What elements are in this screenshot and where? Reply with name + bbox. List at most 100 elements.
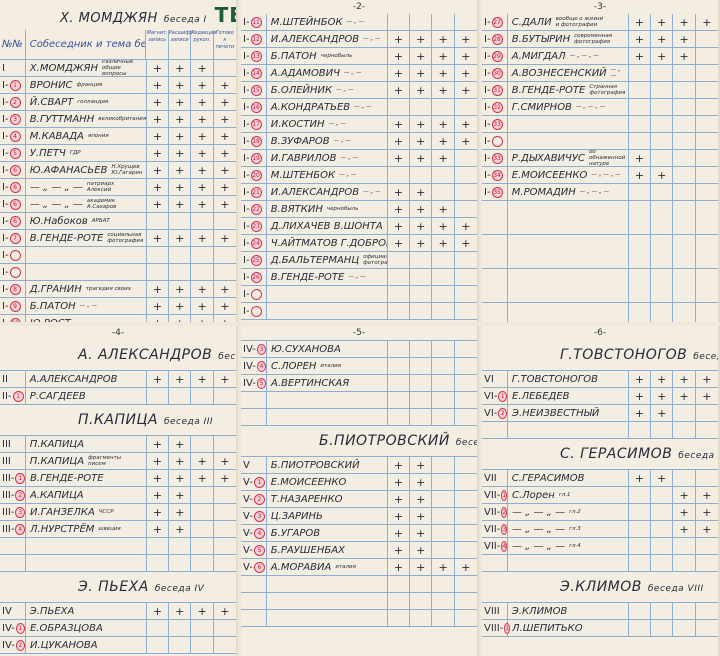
interviewee-cell: Л.НУРСТРЁМ швеция (26, 521, 147, 537)
interviewee-cell: У.ПЕТЧ ГДР (26, 145, 147, 161)
status-mark (651, 235, 674, 268)
status-mark (410, 576, 433, 592)
number-circle-icon: 3 (15, 506, 25, 518)
header-col: Расшифр. записи (169, 30, 194, 59)
status-mark: + (191, 111, 214, 127)
code-label: II (2, 373, 8, 385)
interviewee-cell: Ю.АФАНАСЬЕВ Н.Хрущев Ю.Гагарин (26, 162, 147, 178)
status-mark (410, 99, 433, 115)
code-label: I- (243, 67, 250, 79)
number-circle-icon: 33 (491, 152, 503, 164)
code-label: I- (2, 300, 9, 312)
number-circle-icon: 23 (250, 220, 262, 232)
status-mark: + (147, 453, 170, 469)
section-heading: Э.КЛИМОВ беседа VIII (482, 572, 718, 602)
topic-note: академик А.Сахаров (86, 198, 117, 210)
status-mark (673, 422, 696, 438)
table-row: IV Э.ПЬЕХА + + + + (0, 603, 236, 620)
table-row: I- 31 В.ГЕНДЕ-РОТЕ Странная фотография (482, 82, 718, 99)
interviewee-name: Х.МОМДЖЯН (29, 62, 99, 74)
status-mark (696, 620, 718, 636)
entry-code (482, 235, 508, 268)
status-mark: + (432, 133, 455, 149)
interviewee-name: А.ВЕРТИНСКАЯ (271, 377, 350, 389)
table-row: I- 3 В.ГУТТМАНН великобритания + + + + (0, 111, 236, 128)
status-mark (696, 116, 718, 132)
status-mark (629, 82, 652, 98)
status-mark: + (191, 196, 214, 212)
interviewee-name: И.КОСТИН (270, 118, 325, 130)
section-title: С. ГЕРАСИМОВ (560, 446, 673, 462)
status-mark (214, 60, 236, 76)
interviewee-name: М.РОМАДИН (511, 186, 576, 198)
code-label: VII- (484, 523, 501, 535)
entry-code: III- 1 (0, 470, 26, 486)
topic-note: социальная фотография (107, 232, 144, 244)
table-row: I- 13 Б.ПАТОН чернобыль + + + + (241, 48, 477, 65)
entry-code (241, 593, 267, 609)
status-mark (673, 201, 696, 234)
status-mark (673, 269, 696, 302)
topic-note: Странная фотография (589, 84, 626, 96)
code-label: I- (484, 16, 491, 28)
status-mark (651, 504, 674, 520)
entry-code (482, 201, 508, 234)
entry-code: II- 1 (0, 388, 26, 404)
topic-note: гл.2 (569, 509, 581, 515)
status-mark: + (191, 315, 214, 322)
section-title: Г.ТОВСТОНОГОВ (560, 347, 688, 363)
code-label: IV- (2, 622, 15, 634)
table-row: I- 15 Б.ОЛЕЙНИК — „ — + + + + (241, 82, 477, 99)
status-mark: + (388, 559, 411, 575)
entry-code: I- 19 (241, 150, 267, 166)
table-row: VI- 1 Е.ЛЕБЕДЕВ + + + + (482, 388, 718, 405)
number-circle-icon: 16 (250, 101, 262, 113)
status-mark: + (410, 559, 433, 575)
status-mark (214, 264, 236, 280)
topic-note: франция (76, 82, 103, 88)
page-2: -2- I- 11 М.ШТЕЙНБОК — „ — I- 12 И.АЛЕКСАНДРОВ —… (241, 0, 479, 322)
table-row: V- 6 А.МОРАВИА италия + + + + (241, 559, 477, 576)
interviewee-cell: В.ГУТТМАНН великобритания (26, 111, 147, 127)
code-label: V- (243, 510, 253, 522)
status-mark: + (432, 48, 455, 64)
status-mark: + (220, 232, 230, 245)
code-label: I- (243, 271, 250, 283)
status-mark: + (220, 147, 230, 160)
status-mark (191, 436, 214, 452)
number-circle-icon: 4 (9, 130, 21, 142)
status-mark: + (220, 373, 230, 386)
status-mark (455, 167, 477, 183)
section-heading: Г.ТОВСТОНОГОВ беседа VI (482, 340, 718, 370)
table-row: I- 1 ВРОНИС франция + + + + (0, 77, 236, 94)
status-mark (651, 422, 674, 438)
table-row: VII- 2— „ — „ — гл.2 + + (482, 504, 718, 521)
status-mark: + (461, 50, 471, 63)
status-mark (388, 392, 411, 408)
section-title: Б.ПИОТРОВСКИЙ (319, 433, 450, 449)
entry-code: VI- 1 (482, 388, 508, 404)
status-mark (696, 31, 718, 47)
status-mark: + (388, 201, 411, 217)
status-mark (191, 504, 214, 520)
status-mark (651, 201, 674, 234)
table-row: I- (241, 303, 477, 320)
entry-code: I- 4 (0, 128, 26, 144)
interviewee-name: — „ — „ — (29, 198, 83, 210)
status-mark: + (629, 14, 652, 30)
table-row: VII С.ГЕРАСИМОВ + + (482, 470, 718, 487)
code-label: I- (2, 215, 9, 227)
entry-code: IV- 2 (0, 637, 26, 653)
section-title: Э.КЛИМОВ (560, 579, 642, 595)
entry-code: I- 29 (482, 48, 508, 64)
interviewee-cell (26, 555, 147, 571)
status-mark: + (461, 33, 471, 46)
status-mark (629, 184, 652, 200)
table-row (482, 422, 718, 439)
status-mark (455, 610, 477, 626)
status-mark (651, 184, 674, 200)
status-mark: + (702, 489, 712, 502)
table-row (241, 593, 477, 610)
status-mark: + (191, 162, 214, 178)
topic-note: япония (87, 133, 109, 139)
